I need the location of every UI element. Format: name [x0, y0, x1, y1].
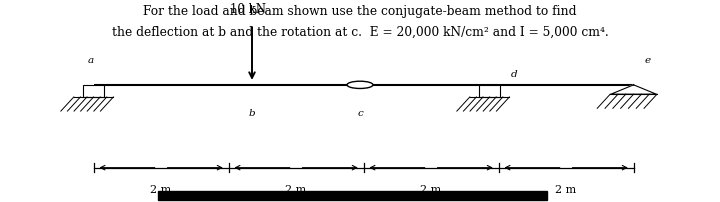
Text: For the load and beam shown use the conjugate-beam method to find: For the load and beam shown use the conj… — [143, 5, 577, 18]
Polygon shape — [611, 85, 657, 94]
Circle shape — [347, 81, 373, 88]
Text: b: b — [248, 109, 256, 118]
Text: 10 kN: 10 kN — [230, 3, 266, 16]
Text: 2 m: 2 m — [420, 185, 442, 195]
Bar — [158, 191, 547, 200]
Text: e: e — [644, 56, 651, 65]
Text: 2 m: 2 m — [285, 185, 307, 195]
Bar — [479, 85, 500, 97]
Text: 2 m: 2 m — [150, 185, 172, 195]
Text: d: d — [511, 70, 518, 79]
Text: c: c — [357, 109, 363, 118]
Text: 2 m: 2 m — [555, 185, 577, 195]
Text: a: a — [87, 56, 94, 65]
Bar — [83, 85, 104, 97]
Text: the deflection at b and the rotation at c.  E = 20,000 kN/cm² and I = 5,000 cm⁴.: the deflection at b and the rotation at … — [112, 26, 608, 39]
